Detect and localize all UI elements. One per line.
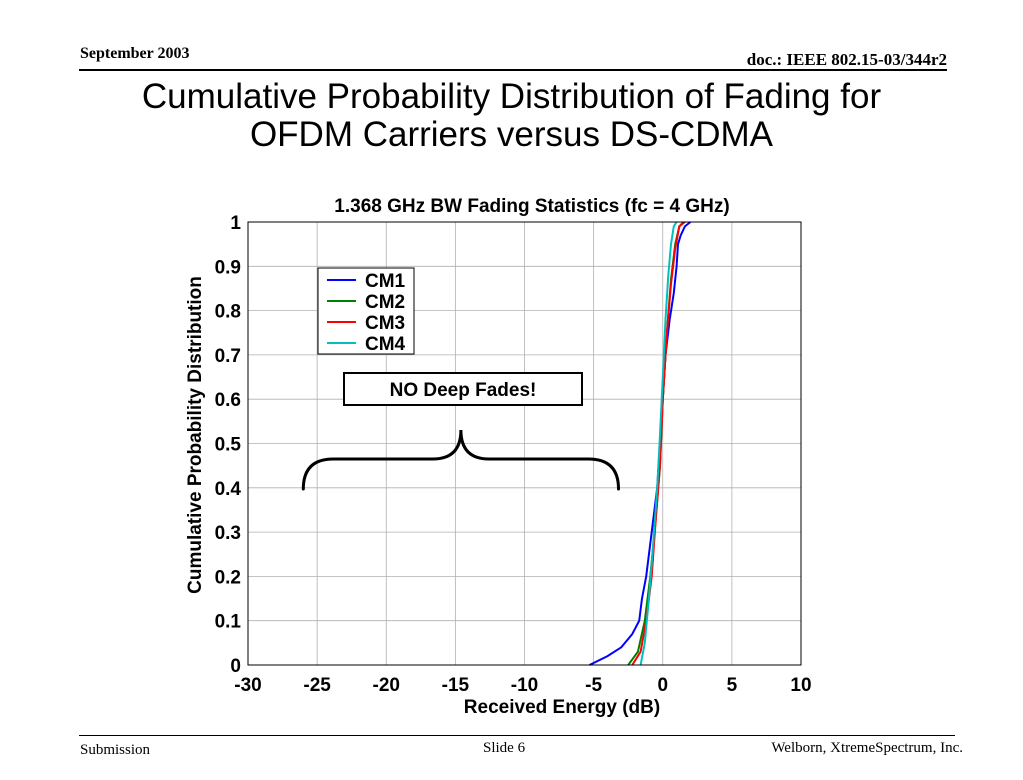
callout-text: NO Deep Fades! xyxy=(390,380,537,401)
slide-title-line-2: OFDM Carriers versus DS-CDMA xyxy=(249,115,774,154)
x-tick-label: -5 xyxy=(585,675,602,696)
chart-title: 1.368 GHz BW Fading Statistics (fc = 4 G… xyxy=(334,196,729,217)
curly-brace xyxy=(301,429,621,491)
y-tick-label: 1 xyxy=(230,213,241,234)
x-tick-label: 10 xyxy=(790,675,811,696)
legend-label-cm2: CM2 xyxy=(365,292,405,313)
y-tick-label: 0.9 xyxy=(215,257,241,278)
header-date: September 2003 xyxy=(80,45,190,62)
footer-author: Welborn, XtremeSpectrum, Inc. xyxy=(771,740,963,756)
x-tick-label: -20 xyxy=(373,675,400,696)
x-tick-label: -10 xyxy=(511,675,538,696)
y-tick-label: 0.2 xyxy=(215,567,241,588)
x-tick-label: -25 xyxy=(303,675,331,696)
y-tick-label: 0.4 xyxy=(215,479,242,500)
y-tick-label: 0.1 xyxy=(215,612,242,633)
y-tick-label: 0.7 xyxy=(215,346,241,367)
slide-title-line-1: Cumulative Probability Distribution of F… xyxy=(141,77,882,116)
x-axis-label: Received Energy (dB) xyxy=(464,697,660,718)
y-tick-label: 0.3 xyxy=(215,523,241,544)
y-axis-label: Cumulative Probability Distribution xyxy=(185,276,206,594)
x-tick-label: -30 xyxy=(234,675,261,696)
x-tick-label: 5 xyxy=(727,675,738,696)
legend-box xyxy=(317,267,415,355)
footer-slide-number: Slide 6 xyxy=(483,740,526,756)
footer-submission: Submission xyxy=(80,742,151,758)
series-line-cm3 xyxy=(631,221,686,666)
slide-title: Cumulative Probability Distribution of F… xyxy=(60,78,963,154)
legend-label-cm3: CM3 xyxy=(365,313,405,334)
y-tick-label: 0.6 xyxy=(215,390,241,411)
y-tick-label: 0.5 xyxy=(215,435,242,456)
no-deep-fades-callout: NO Deep Fades! xyxy=(343,372,583,406)
footer-rule xyxy=(79,735,955,736)
y-tick-label: 0 xyxy=(230,656,241,677)
header-rule xyxy=(79,69,947,71)
x-tick-label: -15 xyxy=(442,675,470,696)
series-lines xyxy=(589,221,692,666)
tick-labels: -30 -25 -20 -15 -10 -5 0 5 10 0 0.1 0.2 0.3 0.4 0.5 0.6… xyxy=(215,213,812,696)
header-doc-id: doc.: IEEE 802.15-03/344r2 xyxy=(746,50,947,69)
callout-box xyxy=(343,372,583,406)
y-tick-label: 0.8 xyxy=(215,302,241,323)
legend-label-cm1: CM1 xyxy=(365,271,406,292)
plot-frame xyxy=(247,221,802,666)
legend-label-cm4: CM4 xyxy=(365,334,406,355)
x-tick-label: 0 xyxy=(657,675,668,696)
series-line-cm4 xyxy=(639,221,678,666)
